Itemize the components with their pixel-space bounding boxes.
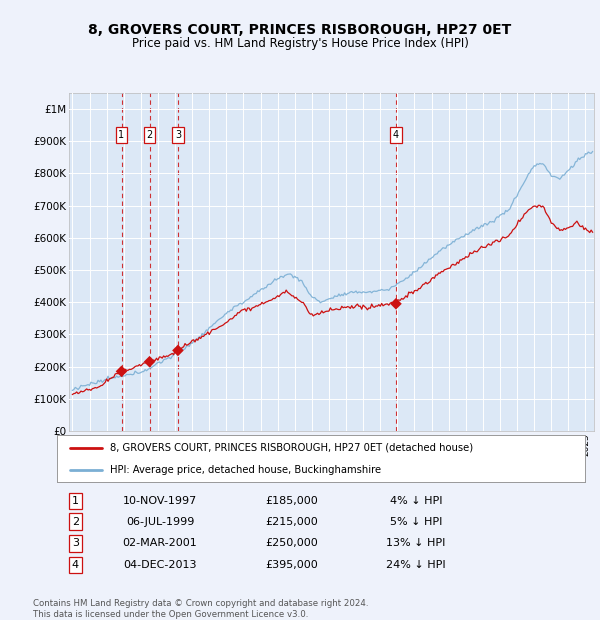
Text: 5% ↓ HPI: 5% ↓ HPI — [390, 516, 442, 527]
Text: 3: 3 — [175, 130, 181, 140]
Text: 1: 1 — [72, 496, 79, 506]
Text: 4% ↓ HPI: 4% ↓ HPI — [390, 496, 442, 506]
Text: £395,000: £395,000 — [266, 560, 319, 570]
Text: Price paid vs. HM Land Registry's House Price Index (HPI): Price paid vs. HM Land Registry's House … — [131, 37, 469, 50]
Text: 2: 2 — [146, 130, 152, 140]
Text: 06-JUL-1999: 06-JUL-1999 — [126, 516, 194, 527]
Point — [173, 345, 183, 355]
Point — [391, 299, 401, 309]
Text: 8, GROVERS COURT, PRINCES RISBOROUGH, HP27 0ET (detached house): 8, GROVERS COURT, PRINCES RISBOROUGH, HP… — [110, 443, 473, 453]
Text: £185,000: £185,000 — [266, 496, 319, 506]
Text: 3: 3 — [72, 538, 79, 549]
Point — [116, 366, 127, 376]
Text: Contains HM Land Registry data © Crown copyright and database right 2024.
This d: Contains HM Land Registry data © Crown c… — [33, 600, 368, 619]
Text: 2: 2 — [72, 516, 79, 527]
Text: 02-MAR-2001: 02-MAR-2001 — [122, 538, 197, 549]
Text: £215,000: £215,000 — [266, 516, 319, 527]
Text: 24% ↓ HPI: 24% ↓ HPI — [386, 560, 446, 570]
Text: 04-DEC-2013: 04-DEC-2013 — [123, 560, 197, 570]
Text: 13% ↓ HPI: 13% ↓ HPI — [386, 538, 446, 549]
Text: 1: 1 — [118, 130, 125, 140]
Point — [145, 356, 154, 366]
Text: 4: 4 — [393, 130, 399, 140]
Text: HPI: Average price, detached house, Buckinghamshire: HPI: Average price, detached house, Buck… — [110, 464, 381, 475]
Text: 4: 4 — [72, 560, 79, 570]
Text: £250,000: £250,000 — [266, 538, 319, 549]
Text: 10-NOV-1997: 10-NOV-1997 — [123, 496, 197, 506]
Text: 8, GROVERS COURT, PRINCES RISBOROUGH, HP27 0ET: 8, GROVERS COURT, PRINCES RISBOROUGH, HP… — [88, 23, 512, 37]
